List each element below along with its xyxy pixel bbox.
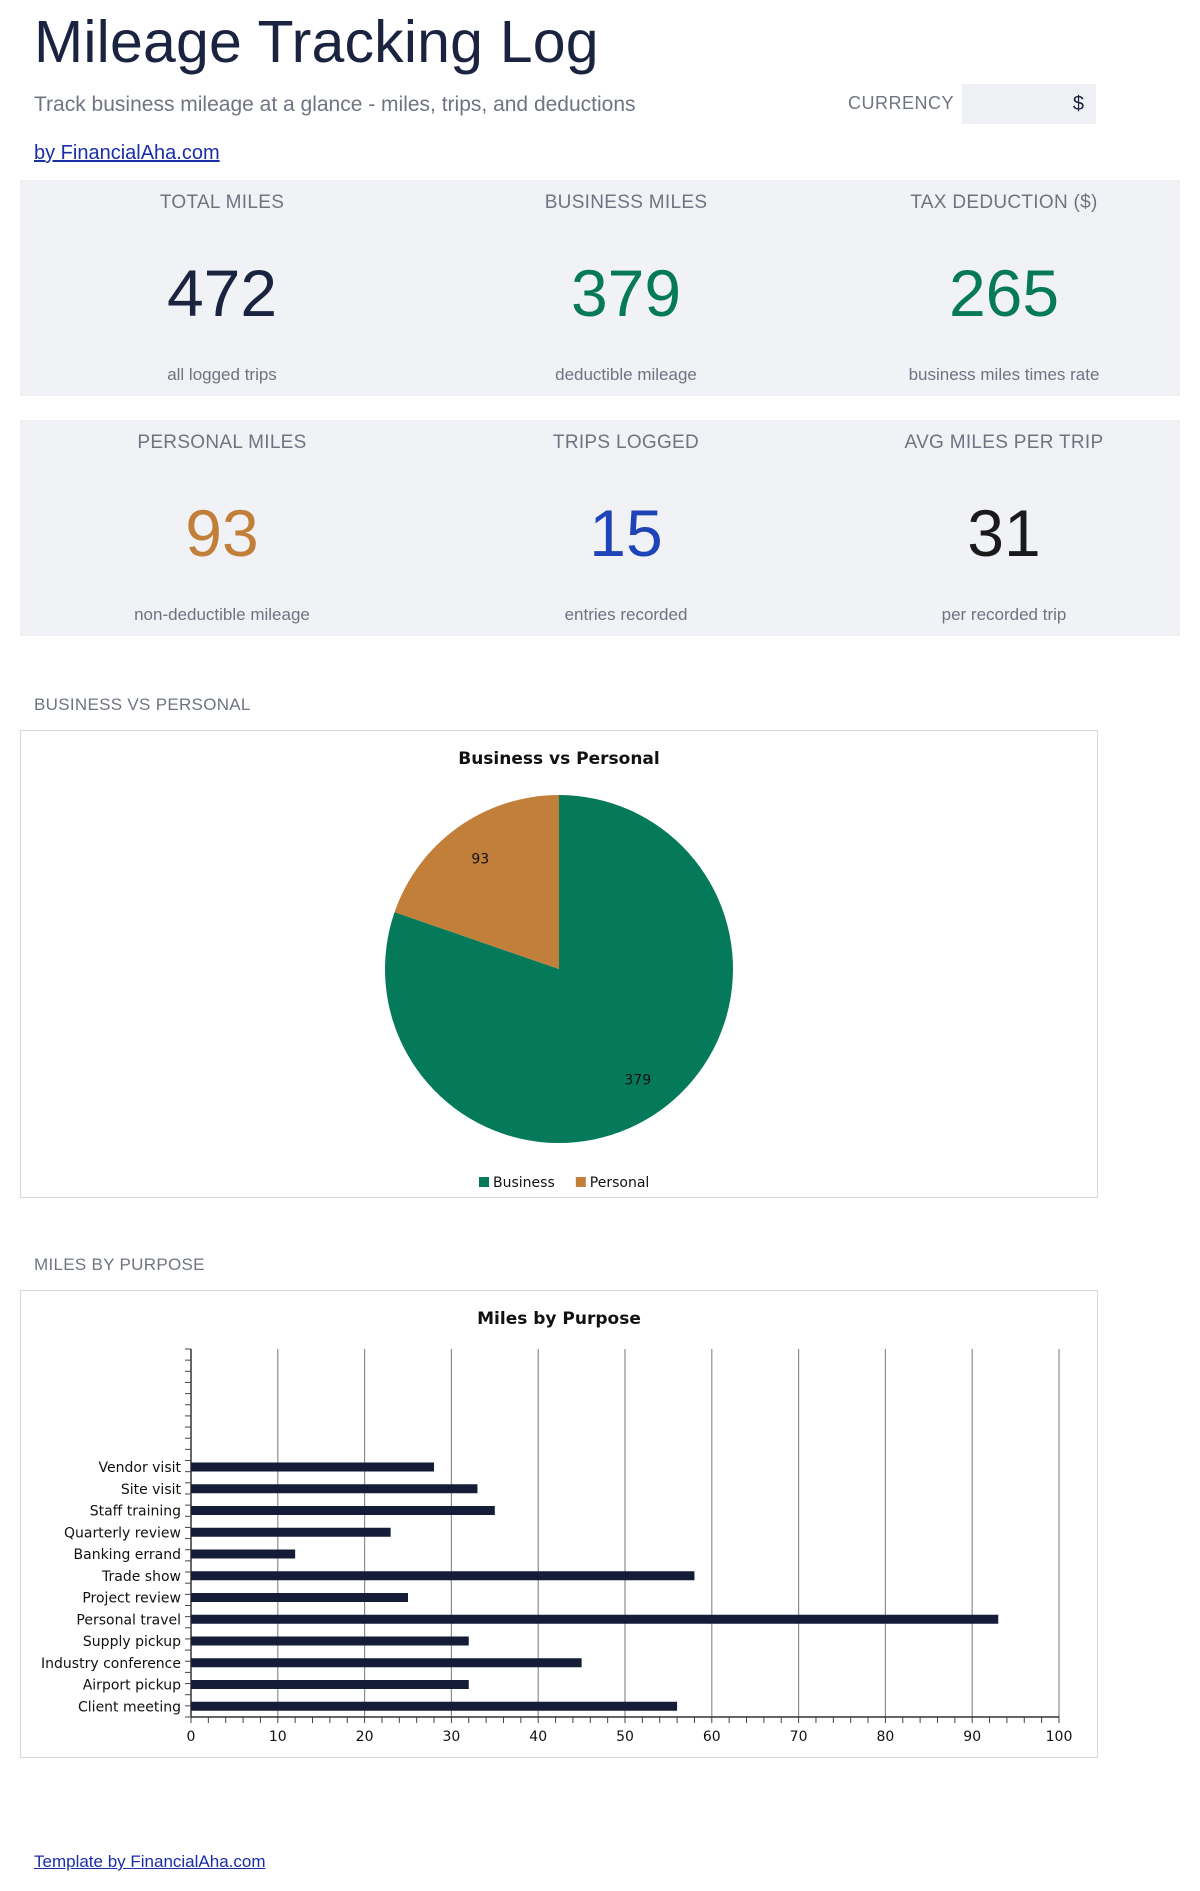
pie-data-label: 379 [624, 1073, 651, 1089]
kpi-total-miles: TOTAL MILES 472 all logged trips [20, 180, 424, 396]
y-category-label: Personal travel [76, 1612, 181, 1628]
pie-slice-personal [394, 795, 559, 969]
kpi-row-2: PERSONAL MILES 93 non-deductible mileage… [20, 420, 1180, 636]
kpi-trips-logged: TRIPS LOGGED 15 entries recorded [424, 420, 828, 636]
x-tick-label: 80 [876, 1729, 894, 1745]
pie-data-label: 93 [471, 851, 489, 867]
y-category-label: Industry conference [41, 1656, 181, 1672]
section-label-pie: BUSINESS VS PERSONAL [34, 695, 251, 714]
bar-industry-conference [191, 1658, 582, 1668]
section-label-bar: MILES BY PURPOSE [34, 1255, 205, 1274]
pie-chart: Business vs Personal 379 93 Business Perso… [384, 749, 733, 1191]
kpi-label: AVG MILES PER TRIP [904, 432, 1104, 453]
kpi-label: PERSONAL MILES [137, 432, 307, 453]
y-category-label: Project review [82, 1591, 181, 1607]
legend-swatch-personal [575, 1177, 586, 1187]
x-tick-label: 40 [529, 1729, 547, 1745]
x-tick-label: 70 [790, 1729, 808, 1745]
bar-staff-training [191, 1506, 495, 1515]
kpi-caption: all logged trips [167, 365, 277, 384]
bar-quarterly-review [191, 1527, 391, 1537]
pie-chart-panel: Business vs Personal 379 93 Business Perso… [20, 730, 1098, 1198]
y-category-label: Staff training [90, 1504, 181, 1520]
bar-airport-pickup [191, 1680, 469, 1689]
x-tick-label: 50 [616, 1729, 634, 1745]
by-financialaha-link[interactable]: by FinancialAha.com [34, 142, 220, 164]
x-tick-label: 90 [963, 1729, 981, 1745]
x-tick-label: 20 [356, 1729, 374, 1745]
kpi-value: 265 [948, 256, 1060, 330]
footer-template-link[interactable]: Template by FinancialAha.com [34, 1852, 266, 1871]
kpi-personal-miles: PERSONAL MILES 93 non-deductible mileage [20, 420, 424, 636]
kpi-tax-deduction: TAX DEDUCTION ($) 265 business miles tim… [828, 180, 1180, 396]
currency-input[interactable] [962, 84, 1096, 124]
x-tick-label: 10 [269, 1729, 287, 1745]
y-category-label: Vendor visit [99, 1460, 182, 1476]
y-category-label: Supply pickup [83, 1634, 181, 1650]
bar-chart-title: Miles by Purpose [477, 1309, 641, 1329]
bar-client-meeting [191, 1701, 678, 1711]
bar-project-review [191, 1593, 408, 1602]
bar-vendor-visit [191, 1462, 435, 1472]
x-tick-label: 60 [703, 1729, 721, 1745]
bar-personal-travel [191, 1614, 999, 1624]
kpi-label: BUSINESS MILES [544, 192, 708, 213]
legend-label-personal: Personal [590, 1175, 650, 1191]
kpi-caption: non-deductible mileage [134, 605, 310, 624]
y-category-label: Banking errand [74, 1547, 181, 1563]
kpi-caption: business miles times rate [908, 365, 1100, 384]
kpi-avg-miles: AVG MILES PER TRIP 31 per recorded trip [828, 420, 1180, 636]
kpi-value: 472 [166, 256, 278, 330]
kpi-caption: deductible mileage [555, 365, 697, 384]
y-category-label: Client meeting [78, 1699, 181, 1715]
bar-trade-show [191, 1571, 695, 1581]
bar-site-visit [191, 1484, 478, 1494]
x-tick-label: 100 [1046, 1729, 1073, 1745]
page-subtitle: Track business mileage at a glance - mil… [34, 93, 636, 116]
y-category-label: Site visit [121, 1482, 182, 1498]
kpi-label: TRIPS LOGGED [552, 432, 700, 453]
kpi-value: 31 [967, 496, 1041, 570]
kpi-caption: per recorded trip [941, 605, 1067, 624]
y-category-label: Quarterly review [64, 1525, 181, 1541]
legend-swatch-business [479, 1177, 489, 1187]
bar-supply-pickup [191, 1636, 469, 1646]
pie-chart-title: Business vs Personal [458, 749, 660, 769]
page-title: Mileage Tracking Log [34, 9, 599, 75]
kpi-label: TAX DEDUCTION ($) [910, 192, 1098, 213]
kpi-value: 15 [589, 496, 663, 570]
bar-chart-panel: Miles by Purpose Vendor visit Site visit S… [20, 1290, 1098, 1758]
bar-banking-errand [191, 1549, 296, 1559]
kpi-value: 93 [185, 496, 259, 570]
currency-label: CURRENCY [848, 93, 955, 113]
kpi-value: 379 [570, 256, 682, 330]
x-tick-label: 30 [442, 1729, 460, 1745]
kpi-caption: entries recorded [564, 605, 688, 624]
y-category-label: Trade show [101, 1569, 181, 1585]
x-tick-label: 0 [187, 1729, 196, 1745]
kpi-business-miles: BUSINESS MILES 379 deductible mileage [424, 180, 828, 396]
y-category-label: Airport pickup [83, 1678, 181, 1694]
kpi-row-1: TOTAL MILES 472 all logged trips BUSINES… [20, 180, 1180, 396]
kpi-label: TOTAL MILES [159, 192, 285, 213]
legend-label-business: Business [493, 1175, 555, 1191]
bar-chart: Miles by Purpose Vendor visit Site visit S… [41, 1309, 1073, 1745]
